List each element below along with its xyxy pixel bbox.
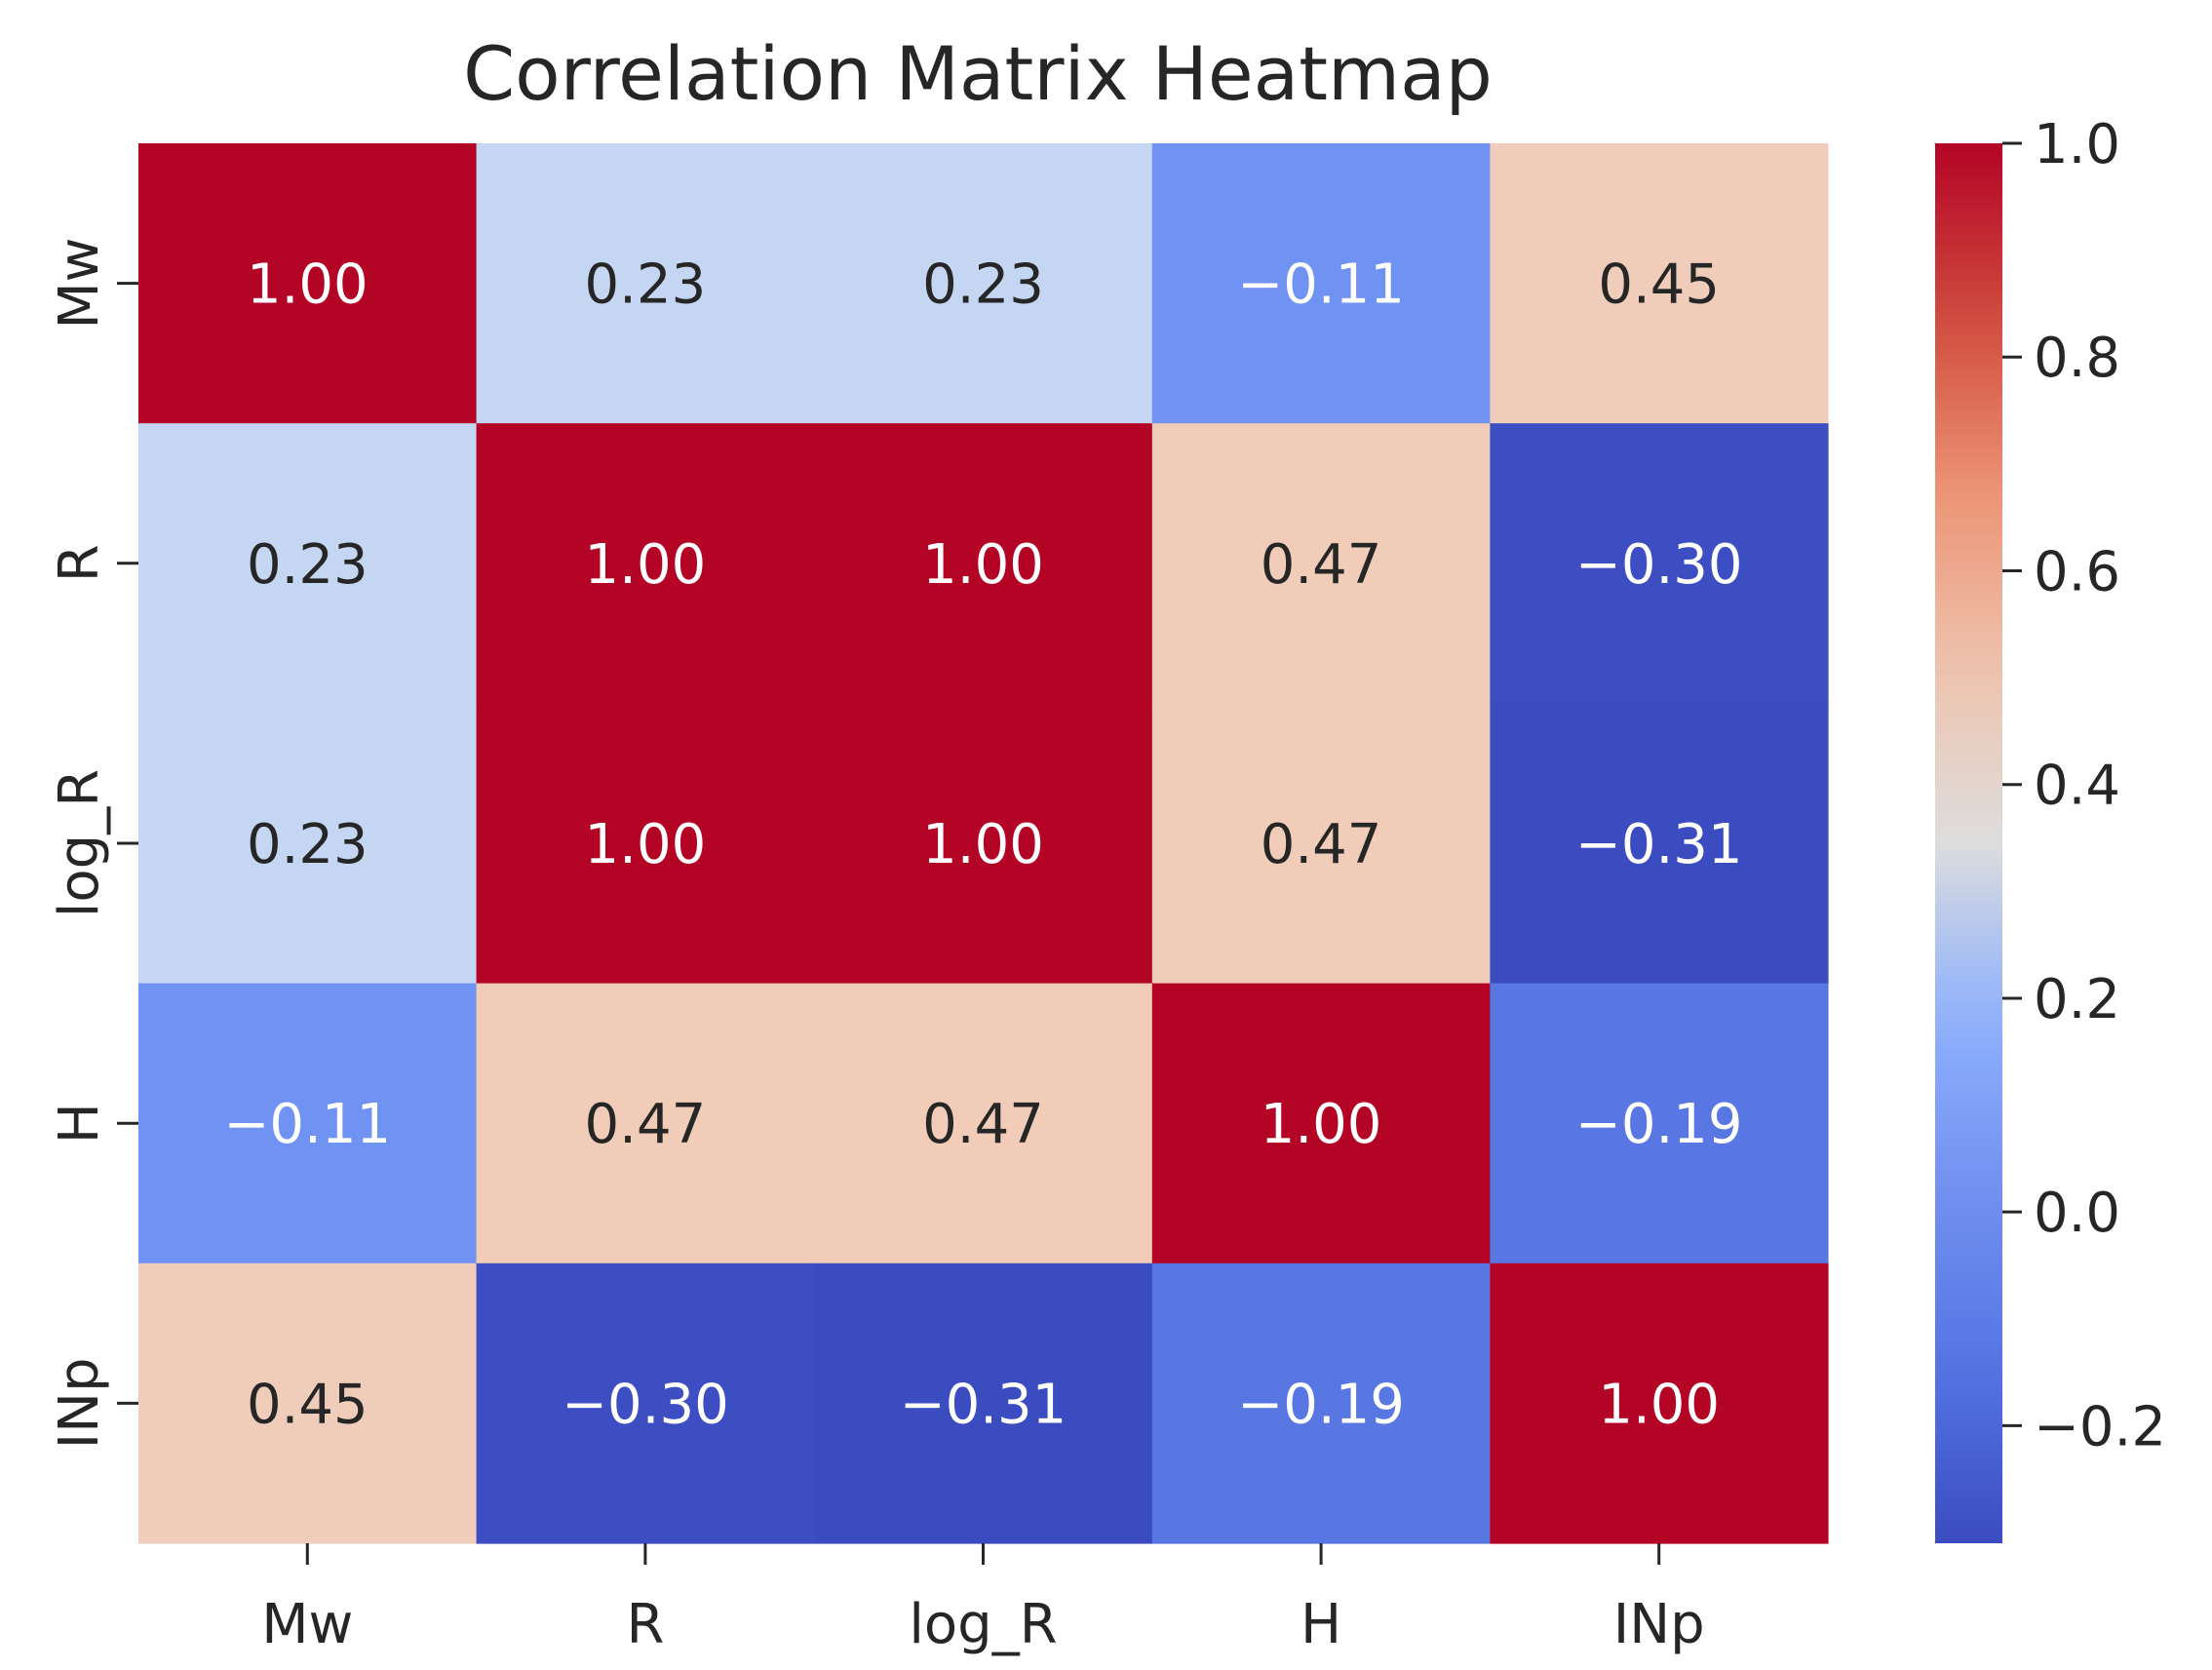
chart-title: Correlation Matrix Heatmap: [463, 30, 1493, 117]
cell-annotation: 0.45: [1598, 253, 1720, 317]
cell-annotation: −0.30: [562, 1373, 729, 1436]
cell-annotation: 0.47: [1261, 533, 1382, 597]
heatmap-cell: [138, 143, 478, 424]
heatmap-cell: [476, 143, 815, 424]
heatmap-cell: [1490, 983, 1829, 1264]
heatmap-cell: [1151, 143, 1491, 424]
heatmap-cell: [476, 983, 815, 1264]
y-tick-label: H: [48, 1103, 111, 1144]
cell-annotation: 0.23: [247, 813, 369, 876]
heatmap-cell: [138, 983, 478, 1264]
heatmap-cell: [1151, 423, 1491, 704]
cell-annotation: 0.23: [247, 533, 369, 597]
colorbar-tick-label: 0.6: [2034, 540, 2120, 603]
cell-annotation: 1.00: [922, 813, 1044, 876]
heatmap-cell: [814, 703, 1153, 985]
x-tick-label: INp: [1613, 1593, 1705, 1656]
cell-annotation: 0.47: [585, 1093, 707, 1156]
heatmap-cell: [476, 1262, 815, 1544]
colorbar-tick-label: 0.4: [2034, 755, 2120, 818]
heatmap-cell: [1490, 703, 1829, 985]
heatmap-cell: [138, 1262, 478, 1544]
heatmap-cell: [1490, 143, 1829, 424]
y-tick-label: INp: [48, 1357, 111, 1449]
colorbar: 1.0 0.8 0.6 0.4 0.2 0.0 −0.2: [1935, 113, 2166, 1543]
cell-annotation: 0.47: [1261, 813, 1382, 876]
cell-annotation: 1.00: [585, 813, 707, 876]
colorbar-tick-label: 0.8: [2034, 327, 2120, 390]
heatmap-cell: [1151, 983, 1491, 1264]
heatmap-cell: [476, 423, 815, 704]
heatmap-cell: [138, 423, 478, 704]
heatmap-cell: [1151, 703, 1491, 985]
cell-annotation: −0.19: [1237, 1373, 1405, 1436]
y-tick-label: R: [48, 544, 111, 582]
cell-annotation: 1.00: [585, 533, 707, 597]
cell-annotation: 1.00: [922, 533, 1044, 597]
colorbar-tick-label: 0.0: [2034, 1182, 2120, 1245]
heatmap-cell: [814, 143, 1153, 424]
x-tick-label: R: [626, 1593, 664, 1656]
colorbar-tick-label: 0.2: [2034, 968, 2120, 1031]
cell-annotation: −0.11: [1237, 253, 1405, 317]
cell-annotation: 1.00: [1261, 1093, 1382, 1156]
heatmap-cell: [814, 423, 1153, 704]
cell-annotation: −0.31: [1575, 813, 1743, 876]
x-tick-label: log_R: [909, 1593, 1057, 1656]
heatmap-cells: [138, 143, 1829, 1544]
colorbar-gradient: [1935, 143, 2002, 1543]
cell-annotation: −0.31: [900, 1373, 1067, 1436]
heatmap-cell: [814, 983, 1153, 1264]
cell-annotation: 0.23: [922, 253, 1044, 317]
cell-annotation: 0.47: [922, 1093, 1044, 1156]
cell-annotation: 1.00: [247, 253, 369, 317]
cell-annotation: 1.00: [1598, 1373, 1720, 1436]
heatmap-cell: [1490, 1262, 1829, 1544]
x-tick-label: Mw: [261, 1593, 353, 1656]
heatmap-cell: [814, 1262, 1153, 1544]
heatmap-cell: [1151, 1262, 1491, 1544]
x-tick-label: H: [1300, 1593, 1341, 1656]
cell-annotation: 0.45: [247, 1373, 369, 1436]
cell-annotation: −0.11: [223, 1093, 391, 1156]
y-tick-label: log_R: [48, 769, 111, 917]
cell-annotation: −0.30: [1575, 533, 1743, 597]
cell-annotation: 0.23: [585, 253, 707, 317]
cell-annotations: 1.00 0.23 0.23 −0.11 0.45 0.23 1.00 1.00 0.47 −0.…: [223, 253, 1742, 1437]
cell-annotation: −0.19: [1575, 1093, 1743, 1156]
colorbar-tick-label: −0.2: [2034, 1395, 2166, 1458]
heatmap-cell: [1490, 423, 1829, 704]
heatmap-cell: [476, 703, 815, 985]
heatmap-cell: [138, 703, 478, 985]
y-tick-label: Mw: [48, 238, 111, 330]
colorbar-tick-label: 1.0: [2034, 113, 2120, 176]
